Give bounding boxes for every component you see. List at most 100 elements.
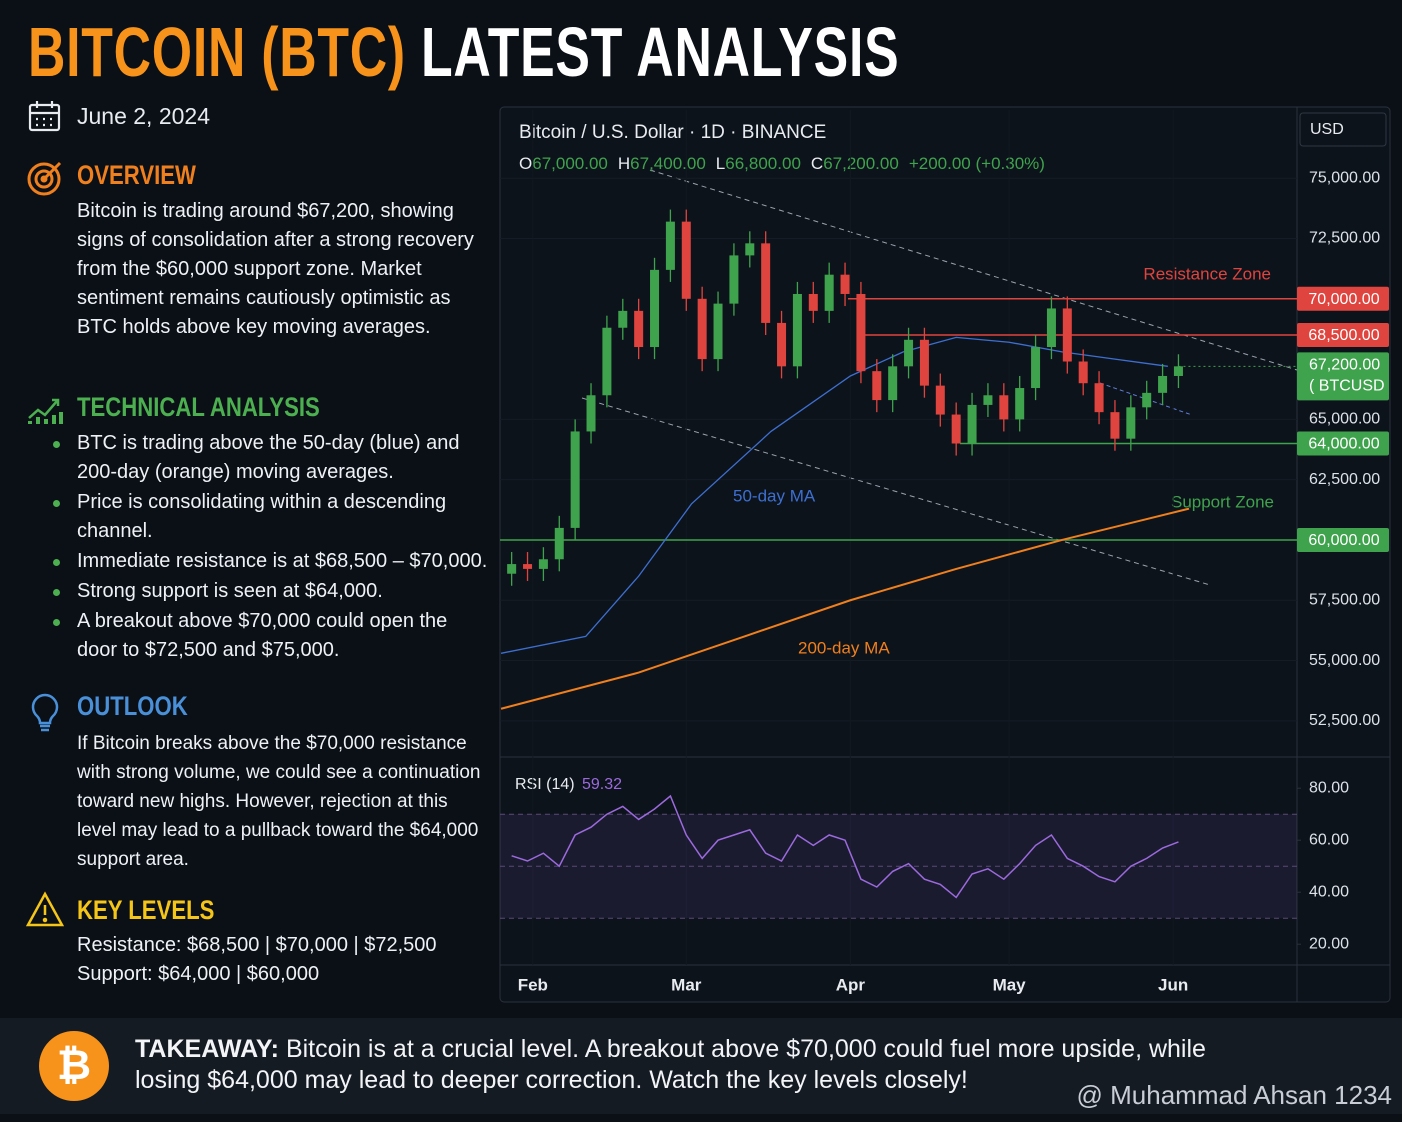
level-box bbox=[1297, 322, 1389, 347]
section-text: Bitcoin is trading around $67,200, showi… bbox=[77, 200, 474, 338]
candle-body bbox=[523, 564, 533, 569]
annotation: Resistance Zone bbox=[1143, 264, 1271, 283]
title-rest: LATEST ANALYSIS bbox=[421, 13, 900, 91]
candle-body bbox=[1062, 308, 1072, 362]
candle-body bbox=[1126, 407, 1136, 439]
moving-average bbox=[500, 507, 1190, 710]
candle-body bbox=[1094, 383, 1104, 413]
candle-body bbox=[999, 395, 1009, 420]
candle-body bbox=[586, 395, 596, 432]
page-title: BITCOIN (BTC) LATEST ANALYSIS bbox=[28, 12, 899, 92]
calendar-icon bbox=[28, 101, 61, 132]
legend-value: 67,400.00 bbox=[630, 154, 706, 173]
rsi-tick-label: 80.00 bbox=[1309, 779, 1349, 796]
candle-body bbox=[1158, 375, 1168, 393]
candle-body bbox=[935, 385, 945, 415]
title-accent: BITCOIN (BTC) bbox=[28, 13, 406, 91]
candle-body bbox=[729, 255, 739, 304]
takeaway: TAKEAWAY: Bitcoin is at a crucial level.… bbox=[135, 1034, 1215, 1096]
candle-body bbox=[745, 243, 755, 256]
rsi-title: RSI (14) bbox=[515, 776, 575, 793]
rsi-tick-label: 60.00 bbox=[1309, 831, 1349, 848]
candle-body bbox=[983, 395, 993, 405]
currency-box bbox=[1299, 112, 1387, 147]
channel-line bbox=[649, 169, 1298, 371]
bullet: A breakout above $70,000 could open the … bbox=[53, 607, 492, 665]
candle-body bbox=[1046, 308, 1056, 348]
level-box bbox=[1297, 431, 1389, 456]
candle-body bbox=[570, 431, 580, 528]
candle-body bbox=[904, 339, 914, 367]
candle-body bbox=[824, 274, 834, 311]
candle-body bbox=[554, 527, 564, 560]
x-tick-label: May bbox=[993, 975, 1027, 994]
key-level-line: Support: $64,000 | $60,000 bbox=[77, 963, 320, 985]
annotation: Support Zone bbox=[1171, 492, 1274, 511]
candle-body bbox=[1110, 412, 1120, 439]
watermark: @ Muhammad Ahsan 1234 bbox=[1076, 1080, 1392, 1110]
rsi-tick-label: 40.00 bbox=[1309, 883, 1349, 900]
legend-key: O bbox=[519, 154, 532, 173]
candle-body bbox=[840, 274, 850, 294]
y-tick-label: 62,500.00 bbox=[1309, 471, 1380, 488]
section-text: If Bitcoin breaks above the $70,000 resi… bbox=[77, 733, 481, 870]
section-heading: OVERVIEW bbox=[77, 160, 196, 190]
chart-title: Bitcoin / U.S. Dollar · 1D · BINANCE bbox=[519, 122, 826, 143]
bulb-icon bbox=[31, 693, 59, 732]
level-label: 70,000.00 bbox=[1308, 291, 1379, 308]
legend-value: 67,000.00 bbox=[532, 154, 608, 173]
bullet: Strong support is seen at $64,000. bbox=[53, 577, 492, 606]
date: June 2, 2024 bbox=[77, 103, 211, 129]
candle-body bbox=[507, 564, 517, 574]
candle-body bbox=[808, 293, 818, 311]
candle-body bbox=[872, 371, 882, 401]
candle-body bbox=[634, 310, 644, 348]
takeaway-text: Bitcoin is at a crucial level. A breakou… bbox=[135, 1035, 1206, 1094]
legend-key: H bbox=[618, 154, 630, 173]
candle-body bbox=[618, 310, 628, 328]
ma-label: 200-day MA bbox=[798, 638, 890, 657]
rsi-last: 59.32 bbox=[582, 776, 622, 793]
bullet: BTC is trading above the 50-day (blue) a… bbox=[53, 429, 492, 487]
level-label: 64,000.00 bbox=[1308, 436, 1379, 453]
takeaway-label: TAKEAWAY: bbox=[135, 1035, 279, 1063]
legend-change: +200.00 (+0.30%) bbox=[909, 154, 1045, 173]
candle-body bbox=[650, 269, 660, 348]
level-box bbox=[1297, 527, 1389, 552]
legend-key: L bbox=[716, 154, 725, 173]
candle-body bbox=[888, 366, 898, 401]
y-tick-label: 65,000.00 bbox=[1309, 411, 1380, 428]
bullet: Price is consolidating within a descendi… bbox=[53, 488, 492, 546]
ohlc-legend: O67,000.00 H67,400.00 L66,800.00 C67,200.00… bbox=[519, 154, 1045, 173]
candle-body bbox=[1173, 366, 1183, 376]
legend-value: 66,800.00 bbox=[725, 154, 801, 173]
y-tick-label: 72,500.00 bbox=[1309, 230, 1380, 247]
bitcoin-symbol: ₿ bbox=[57, 1041, 91, 1088]
legend-key: C bbox=[811, 154, 823, 173]
key-level-line: Resistance: $68,500 | $70,000 | $72,500 bbox=[77, 934, 437, 956]
candle-body bbox=[951, 414, 961, 444]
level-label: 68,500.00 bbox=[1308, 327, 1379, 344]
bitcoin-icon: ₿ bbox=[39, 1031, 109, 1101]
candle-body bbox=[1031, 347, 1041, 389]
section-heading: KEY LEVELS bbox=[77, 895, 215, 925]
bitcoin-circle bbox=[39, 1031, 109, 1101]
legend-value: 67,200.00 bbox=[823, 154, 899, 173]
candle-body bbox=[1015, 388, 1025, 420]
candle-body bbox=[713, 303, 723, 360]
section-heading: TECHNICAL ANALYSIS bbox=[77, 392, 320, 422]
y-tick-label: 57,500.00 bbox=[1309, 591, 1380, 608]
candle-body bbox=[665, 221, 675, 270]
x-tick-label: Jun bbox=[1158, 975, 1188, 994]
y-tick-label: 75,000.00 bbox=[1309, 169, 1380, 186]
candle-body bbox=[538, 559, 548, 569]
bullet: Immediate resistance is at $68,500 – $70… bbox=[53, 547, 492, 576]
candle-body bbox=[777, 322, 787, 367]
y-tick-label: 52,500.00 bbox=[1309, 712, 1380, 729]
chart-icon bbox=[28, 398, 63, 424]
x-tick-label: Feb bbox=[518, 975, 548, 994]
candle-body bbox=[681, 221, 691, 299]
current-price-sublabel: ( BTCUSD bbox=[1309, 378, 1385, 395]
